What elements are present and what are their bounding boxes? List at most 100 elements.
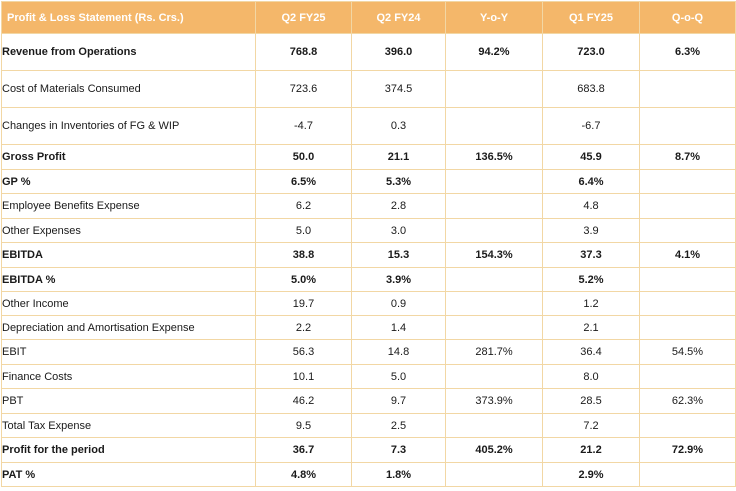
row-label: GP % <box>1 169 256 194</box>
row-label: Profit for the period <box>1 437 256 463</box>
cell-q2-fy25: 56.3 <box>255 339 352 365</box>
row-label: Total Tax Expense <box>1 413 256 438</box>
cell-q2-fy25: 4.8% <box>255 462 352 487</box>
cell-q2-fy24: 374.5 <box>351 70 446 108</box>
cell-q2-fy25: 19.7 <box>255 291 352 316</box>
cell-qoq <box>639 462 736 487</box>
cell-q2-fy24: 1.8% <box>351 462 446 487</box>
cell-q2-fy24: 0.9 <box>351 291 446 316</box>
row-label: EBITDA % <box>1 267 256 292</box>
cell-q1-fy25: 723.0 <box>542 33 640 71</box>
cell-q1-fy25: 45.9 <box>542 144 640 170</box>
row-label: PAT % <box>1 462 256 487</box>
cell-qoq <box>639 107 736 145</box>
table-row: Other Income 19.7 0.9 1.2 <box>1 291 736 316</box>
cell-q2-fy24: 5.3% <box>351 169 446 194</box>
column-header-yoy: Y-o-Y <box>445 1 543 34</box>
cell-yoy <box>445 193 543 219</box>
cell-q1-fy25: 36.4 <box>542 339 640 365</box>
table-row: Total Tax Expense 9.5 2.5 7.2 <box>1 413 736 438</box>
cell-q1-fy25: 2.9% <box>542 462 640 487</box>
cell-q2-fy25: 768.8 <box>255 33 352 71</box>
cell-yoy: 136.5% <box>445 144 543 170</box>
column-header-q2-fy25: Q2 FY25 <box>255 1 352 34</box>
cell-q1-fy25: 683.8 <box>542 70 640 108</box>
cell-q2-fy25: 6.2 <box>255 193 352 219</box>
cell-q1-fy25: 7.2 <box>542 413 640 438</box>
cell-q2-fy24: 5.0 <box>351 364 446 389</box>
cell-yoy <box>445 364 543 389</box>
cell-yoy: 405.2% <box>445 437 543 463</box>
row-label: Employee Benefits Expense <box>1 193 256 219</box>
table-row: PBT 46.2 9.7 373.9% 28.5 62.3% <box>1 388 736 414</box>
row-label: Gross Profit <box>1 144 256 170</box>
row-label: EBITDA <box>1 242 256 268</box>
cell-qoq <box>639 413 736 438</box>
cell-q2-fy25: -4.7 <box>255 107 352 145</box>
cell-q1-fy25: 1.2 <box>542 291 640 316</box>
cell-q1-fy25: 8.0 <box>542 364 640 389</box>
cell-q2-fy24: 2.8 <box>351 193 446 219</box>
row-label: PBT <box>1 388 256 414</box>
cell-qoq <box>639 364 736 389</box>
row-label: Cost of Materials Consumed <box>1 70 256 108</box>
cell-q2-fy25: 46.2 <box>255 388 352 414</box>
cell-yoy <box>445 462 543 487</box>
cell-q1-fy25: 37.3 <box>542 242 640 268</box>
cell-q1-fy25: 2.1 <box>542 315 640 340</box>
cell-q2-fy25: 5.0% <box>255 267 352 292</box>
cell-q2-fy25: 38.8 <box>255 242 352 268</box>
table-row: Employee Benefits Expense 6.2 2.8 4.8 <box>1 193 736 219</box>
row-label: EBIT <box>1 339 256 365</box>
table-row: GP % 6.5% 5.3% 6.4% <box>1 169 736 194</box>
cell-q2-fy25: 36.7 <box>255 437 352 463</box>
column-header-statement: Profit & Loss Statement (Rs. Crs.) <box>1 1 256 34</box>
cell-yoy: 281.7% <box>445 339 543 365</box>
cell-qoq <box>639 70 736 108</box>
cell-qoq: 4.1% <box>639 242 736 268</box>
cell-q2-fy24: 15.3 <box>351 242 446 268</box>
table-row: EBITDA % 5.0% 3.9% 5.2% <box>1 267 736 292</box>
cell-yoy: 154.3% <box>445 242 543 268</box>
row-label: Changes in Inventories of FG & WIP <box>1 107 256 145</box>
cell-yoy <box>445 315 543 340</box>
table-row: Profit for the period 36.7 7.3 405.2% 21.2 72… <box>1 437 736 463</box>
column-header-qoq: Q-o-Q <box>639 1 736 34</box>
table-row: EBITDA 38.8 15.3 154.3% 37.3 4.1% <box>1 242 736 268</box>
cell-qoq <box>639 267 736 292</box>
cell-q2-fy25: 723.6 <box>255 70 352 108</box>
cell-q2-fy25: 50.0 <box>255 144 352 170</box>
cell-q2-fy24: 14.8 <box>351 339 446 365</box>
cell-yoy: 373.9% <box>445 388 543 414</box>
cell-q1-fy25: 3.9 <box>542 218 640 243</box>
cell-yoy <box>445 291 543 316</box>
row-label: Depreciation and Amortisation Expense <box>1 315 256 340</box>
cell-q2-fy24: 3.0 <box>351 218 446 243</box>
row-label: Finance Costs <box>1 364 256 389</box>
table-row: Other Expenses 5.0 3.0 3.9 <box>1 218 736 243</box>
table-header-row: Profit & Loss Statement (Rs. Crs.) Q2 FY… <box>1 1 736 34</box>
cell-q2-fy25: 5.0 <box>255 218 352 243</box>
cell-q2-fy24: 7.3 <box>351 437 446 463</box>
table-row: Finance Costs 10.1 5.0 8.0 <box>1 364 736 389</box>
cell-yoy <box>445 169 543 194</box>
cell-q2-fy24: 3.9% <box>351 267 446 292</box>
cell-qoq <box>639 218 736 243</box>
cell-qoq: 54.5% <box>639 339 736 365</box>
cell-q1-fy25: 21.2 <box>542 437 640 463</box>
cell-qoq: 72.9% <box>639 437 736 463</box>
cell-qoq <box>639 193 736 219</box>
row-label: Other Income <box>1 291 256 316</box>
cell-qoq <box>639 315 736 340</box>
cell-qoq <box>639 169 736 194</box>
table-row: PAT % 4.8% 1.8% 2.9% <box>1 462 736 487</box>
cell-q1-fy25: 28.5 <box>542 388 640 414</box>
cell-yoy <box>445 413 543 438</box>
table-row: EBIT 56.3 14.8 281.7% 36.4 54.5% <box>1 339 736 365</box>
cell-qoq: 6.3% <box>639 33 736 71</box>
table-body: Revenue from Operations 768.8 396.0 94.2% 72… <box>1 33 736 487</box>
table-row: Cost of Materials Consumed 723.6 374.5 683.… <box>1 70 736 108</box>
cell-q2-fy25: 10.1 <box>255 364 352 389</box>
cell-yoy <box>445 218 543 243</box>
